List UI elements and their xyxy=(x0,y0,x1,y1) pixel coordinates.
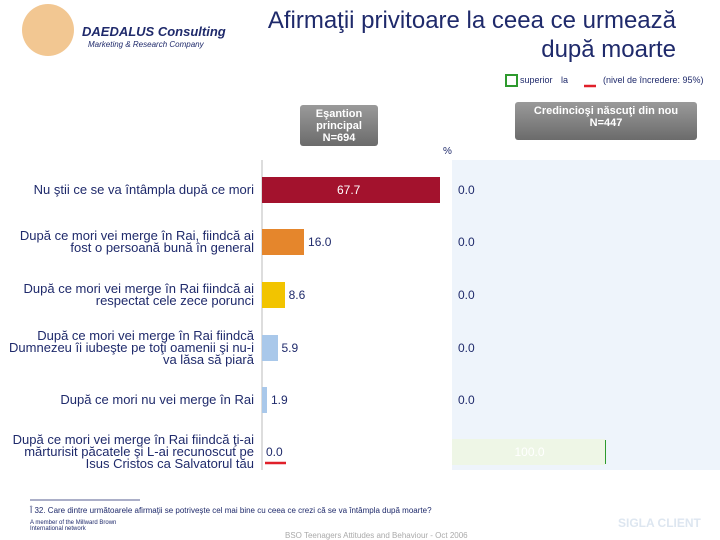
legend-superior: superior xyxy=(520,75,553,85)
client-logo: SIGLA CLIENT xyxy=(618,516,701,530)
logo-tagline: Marketing & Research Company xyxy=(88,40,204,49)
category-label: După ce mori vei merge în Rai fiindcă ţi… xyxy=(12,432,254,471)
bar xyxy=(262,177,440,203)
bar xyxy=(262,282,285,308)
page-number: 74 xyxy=(368,518,381,530)
series-header: Credincioşi născuţi din nou N=447 xyxy=(515,102,697,140)
network: A member of the Millward Brown Internati… xyxy=(30,520,117,532)
category-label: După ce mori vei merge în Rai, fiindcă a… xyxy=(19,228,254,255)
category-label: După ce mori vei merge în Rai fiindcă ai… xyxy=(23,281,255,308)
value-label: 8.6 xyxy=(288,288,306,302)
legend-superior-icon xyxy=(505,74,518,87)
value-label: 0.0 xyxy=(458,288,475,302)
series-header: Eşantion principal N=694 xyxy=(300,105,378,146)
logo-figure xyxy=(22,4,74,56)
value-label: 0.0 xyxy=(458,235,475,249)
bar xyxy=(262,335,278,361)
unit-label: % xyxy=(443,146,452,157)
right-panel xyxy=(452,160,720,470)
value-label: 0.0 xyxy=(266,445,283,459)
category-label: Nu ştii ce se va întâmpla după ce mori xyxy=(33,182,254,197)
category-label: După ce mori nu vei merge în Rai xyxy=(60,392,254,407)
bar xyxy=(262,229,305,255)
value-label: 100.0 xyxy=(514,445,545,459)
bar xyxy=(452,439,605,465)
value-label: 0.0 xyxy=(458,341,475,355)
question: Î 32. Care dintre următoarele afirmaţii … xyxy=(30,506,432,515)
value-label: 1.9 xyxy=(270,393,288,407)
value-label: 67.7 xyxy=(336,183,361,197)
logo-name: DAEDALUS Consulting xyxy=(82,24,226,39)
legend-confidence: (nivel de încredere: 95%) xyxy=(603,75,704,85)
source: BSO Teenagers Attitudes and Behaviour - … xyxy=(285,531,468,540)
value-label: 16.0 xyxy=(308,235,332,249)
legend-la: la xyxy=(561,75,569,85)
category-label: După ce mori vei merge în Rai fiindcă Du… xyxy=(9,328,254,367)
bar xyxy=(262,387,267,413)
value-label: 0.0 xyxy=(458,183,475,197)
value-label: 0.0 xyxy=(458,393,475,407)
title: Afirmaţii privitoare la ceea ce urmează … xyxy=(267,7,676,63)
value-label: 5.9 xyxy=(281,341,299,355)
